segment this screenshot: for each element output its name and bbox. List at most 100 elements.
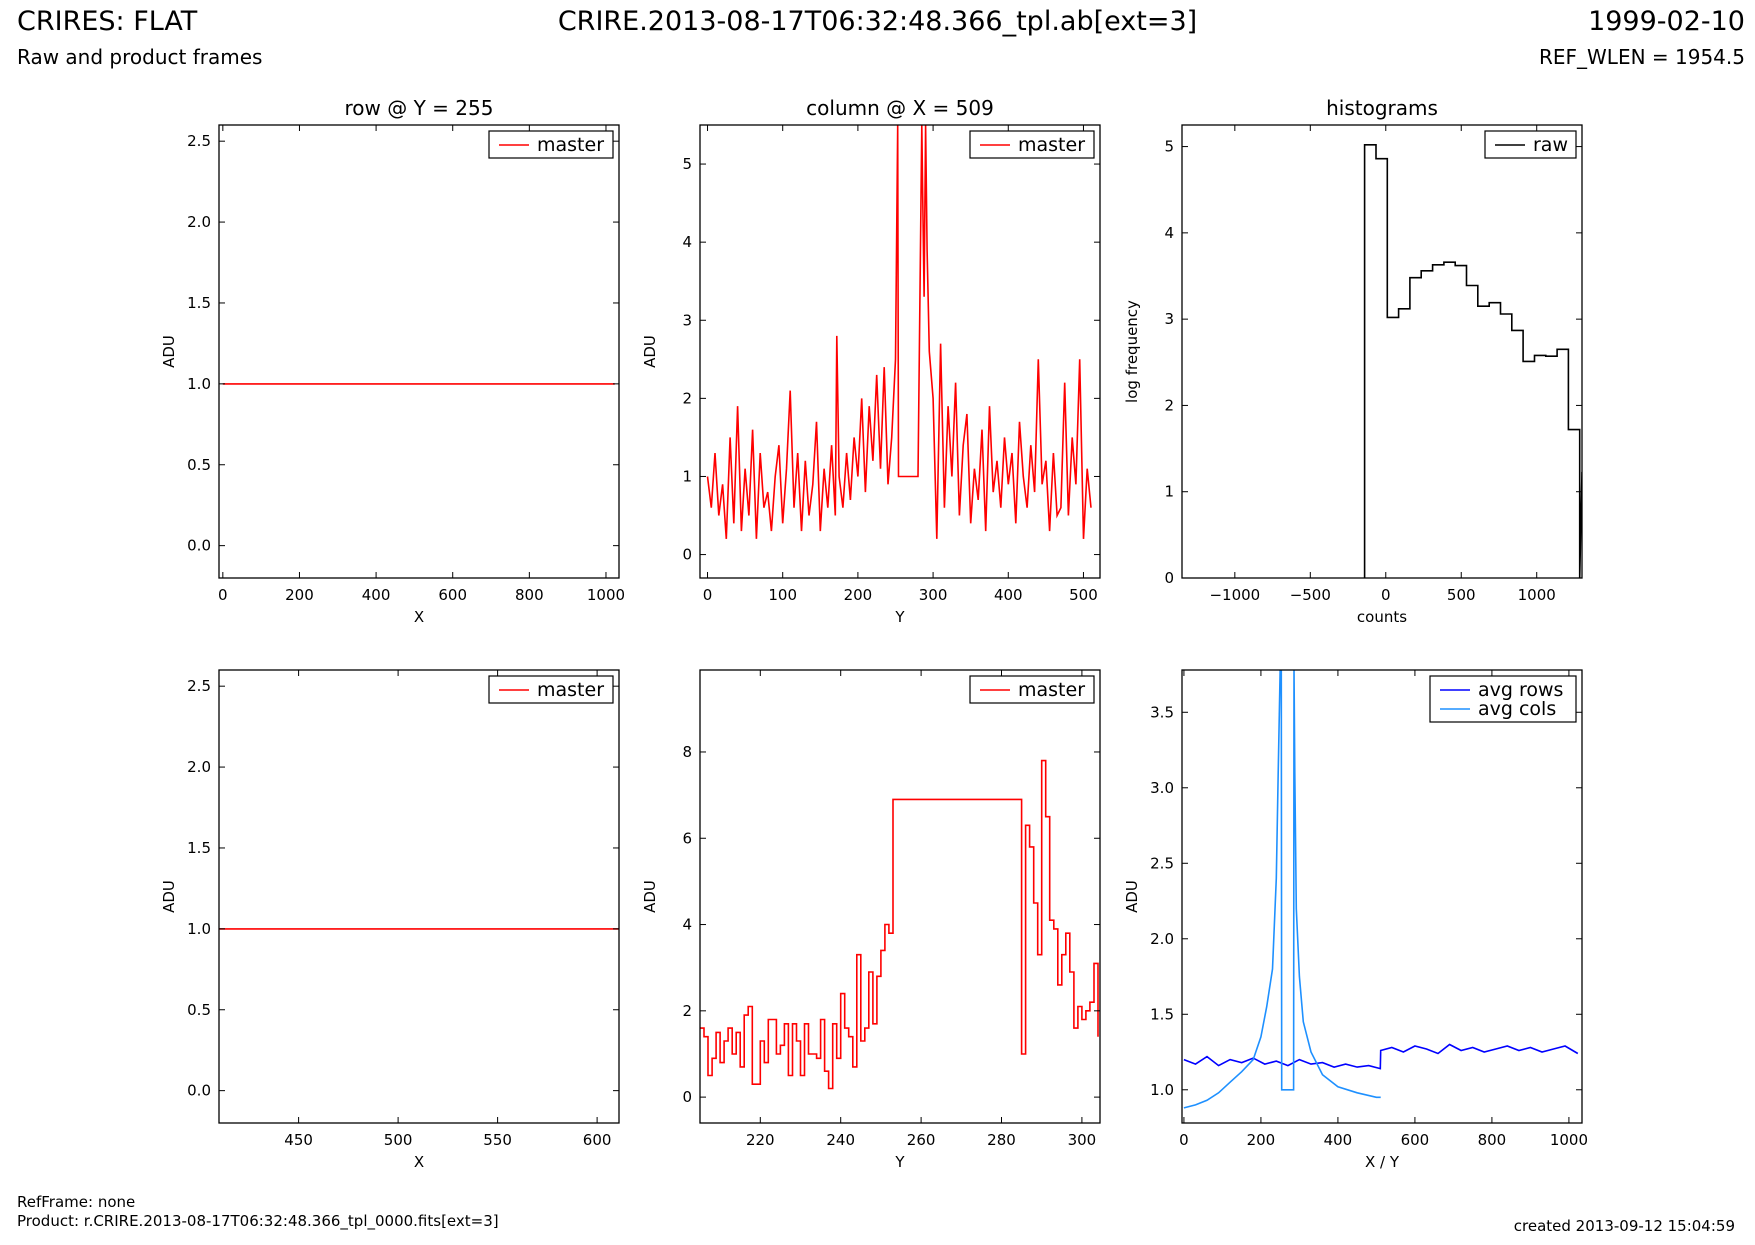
- y-tick-label: 0: [1164, 569, 1174, 587]
- plot-frame: [699, 124, 1101, 579]
- legend-label: raw: [1533, 134, 1568, 156]
- plot-frame: [218, 124, 620, 579]
- legend-label: avg rows: [1478, 679, 1563, 701]
- plot-frame: [699, 669, 1101, 1124]
- page-subtitle: Raw and product frames: [17, 45, 263, 69]
- x-tick-label: 400: [362, 586, 391, 604]
- x-axis-label: X / Y: [1365, 1153, 1400, 1171]
- y-tick-label: 5: [682, 155, 692, 173]
- y-axis-label: ADU: [160, 880, 178, 913]
- y-axis-label: ADU: [641, 335, 659, 368]
- chart-title: row @ Y = 255: [345, 96, 494, 120]
- page-title: CRIRES: FLAT: [17, 6, 198, 37]
- created-label: created 2013-09-12 15:04:59: [1513, 1217, 1735, 1235]
- chart-p4: 450 500 550 600 0.0 0.5 1.0 1.5 2.0 2.5 X ADU master: [160, 669, 620, 1171]
- series-line-avg-rows: [1183, 1043, 1579, 1070]
- x-tick-label: 200: [285, 586, 314, 604]
- x-tick-label: 0: [1179, 1131, 1189, 1149]
- x-tick-label: 800: [515, 586, 544, 604]
- x-axis-label: X: [414, 608, 424, 626]
- legend-box: [1429, 675, 1577, 723]
- x-tick-label: 100: [768, 586, 797, 604]
- y-tick-label: 4: [682, 916, 692, 934]
- x-axis-label: Y: [894, 608, 905, 626]
- y-tick-label: 3.5: [1150, 703, 1174, 721]
- x-tick-label: 0: [218, 586, 228, 604]
- legend-label: master: [1018, 679, 1085, 701]
- x-tick-label: 0: [1381, 586, 1391, 604]
- x-tick-label: −1000: [1209, 586, 1260, 604]
- x-tick-label: 1000: [1518, 586, 1556, 604]
- chart-p6: 0 200 400 600 800 1000 1.0 1.5 2.0 2.5 3.0 3.5 X / Y…: [1123, 669, 1588, 1171]
- y-tick-label: 2: [682, 389, 692, 407]
- chart-p2: 0 100 200 300 400 500 0 1 2 3 4 5 column @ X = 509 Y A…: [641, 96, 1101, 626]
- legend-label: master: [1018, 134, 1085, 156]
- plot-frame: [218, 669, 620, 1124]
- y-axis-label: ADU: [160, 335, 178, 368]
- x-tick-label: 550: [483, 1131, 512, 1149]
- y-tick-label: 0.5: [187, 456, 211, 474]
- x-tick-label: 260: [907, 1131, 936, 1149]
- x-tick-label: 450: [284, 1131, 313, 1149]
- y-tick-label: 2.0: [187, 758, 211, 776]
- x-tick-label: 800: [1478, 1131, 1507, 1149]
- x-tick-label: 500: [1447, 586, 1476, 604]
- file-title: CRIRE.2013-08-17T06:32:48.366_tpl.ab[ext…: [557, 6, 1198, 37]
- x-tick-label: 0: [703, 586, 713, 604]
- legend-label: master: [537, 134, 604, 156]
- product-label: Product: r.CRIRE.2013-08-17T06:32:48.366…: [17, 1212, 499, 1230]
- ref-wlen-label: REF_WLEN = 1954.5: [1538, 45, 1745, 69]
- x-tick-label: 220: [746, 1131, 775, 1149]
- y-axis-label: ADU: [641, 880, 659, 913]
- legend-label: avg cols: [1478, 698, 1556, 720]
- x-tick-label: 300: [1068, 1131, 1097, 1149]
- y-tick-label: 6: [682, 829, 692, 847]
- y-tick-label: 2: [1164, 396, 1174, 414]
- plot-frame: [1181, 669, 1583, 1124]
- x-tick-label: 1000: [587, 586, 625, 604]
- date-label: 1999-02-10: [1588, 6, 1745, 37]
- series-line-avg-cols: [1183, 670, 1381, 1109]
- y-tick-label: 1.5: [1150, 1005, 1174, 1023]
- series-line-raw: [1363, 144, 1582, 578]
- y-tick-label: 4: [682, 233, 692, 251]
- y-tick-label: 1.0: [187, 920, 211, 938]
- y-axis-label: ADU: [1123, 880, 1141, 913]
- x-tick-label: 600: [583, 1131, 612, 1149]
- y-tick-label: 0.5: [187, 1001, 211, 1019]
- y-tick-label: 1.0: [1150, 1081, 1174, 1099]
- y-tick-label: 0: [682, 546, 692, 564]
- x-axis-label: Y: [894, 1153, 905, 1171]
- y-tick-label: 1.0: [187, 375, 211, 393]
- y-tick-label: 4: [1164, 224, 1174, 242]
- y-tick-label: 1.5: [187, 839, 211, 857]
- x-axis-label: counts: [1357, 608, 1407, 626]
- x-tick-label: 500: [384, 1131, 413, 1149]
- y-tick-label: 1.5: [187, 294, 211, 312]
- x-tick-label: 400: [994, 586, 1023, 604]
- y-tick-label: 0: [682, 1088, 692, 1106]
- y-tick-label: 5: [1164, 138, 1174, 156]
- y-tick-label: 2.5: [187, 677, 211, 695]
- x-tick-label: 280: [987, 1131, 1016, 1149]
- x-tick-label: 600: [438, 586, 467, 604]
- y-tick-label: 1: [682, 467, 692, 485]
- y-tick-label: 3: [682, 311, 692, 329]
- y-tick-label: 8: [682, 743, 692, 761]
- chart-p3: −1000 −500 0 500 1000 0 1 2 3 4 5 histograms counts l…: [1123, 96, 1583, 626]
- x-tick-label: 500: [1069, 586, 1098, 604]
- legend-label: master: [537, 679, 604, 701]
- y-tick-label: 2.0: [187, 213, 211, 231]
- x-tick-label: 200: [844, 586, 873, 604]
- chart-title: column @ X = 509: [806, 96, 994, 120]
- x-tick-label: 400: [1324, 1131, 1353, 1149]
- x-axis-label: X: [414, 1153, 424, 1171]
- x-tick-label: 1000: [1550, 1131, 1588, 1149]
- x-tick-label: 300: [919, 586, 948, 604]
- chart-p1: 0 200 400 600 800 1000 0.0 0.5 1.0 1.5 2.0 2.5 row @…: [160, 96, 625, 626]
- y-tick-label: 0.0: [187, 537, 211, 555]
- y-axis-label: log frequency: [1123, 300, 1141, 403]
- y-tick-label: 3: [1164, 310, 1174, 328]
- x-tick-label: 200: [1247, 1131, 1276, 1149]
